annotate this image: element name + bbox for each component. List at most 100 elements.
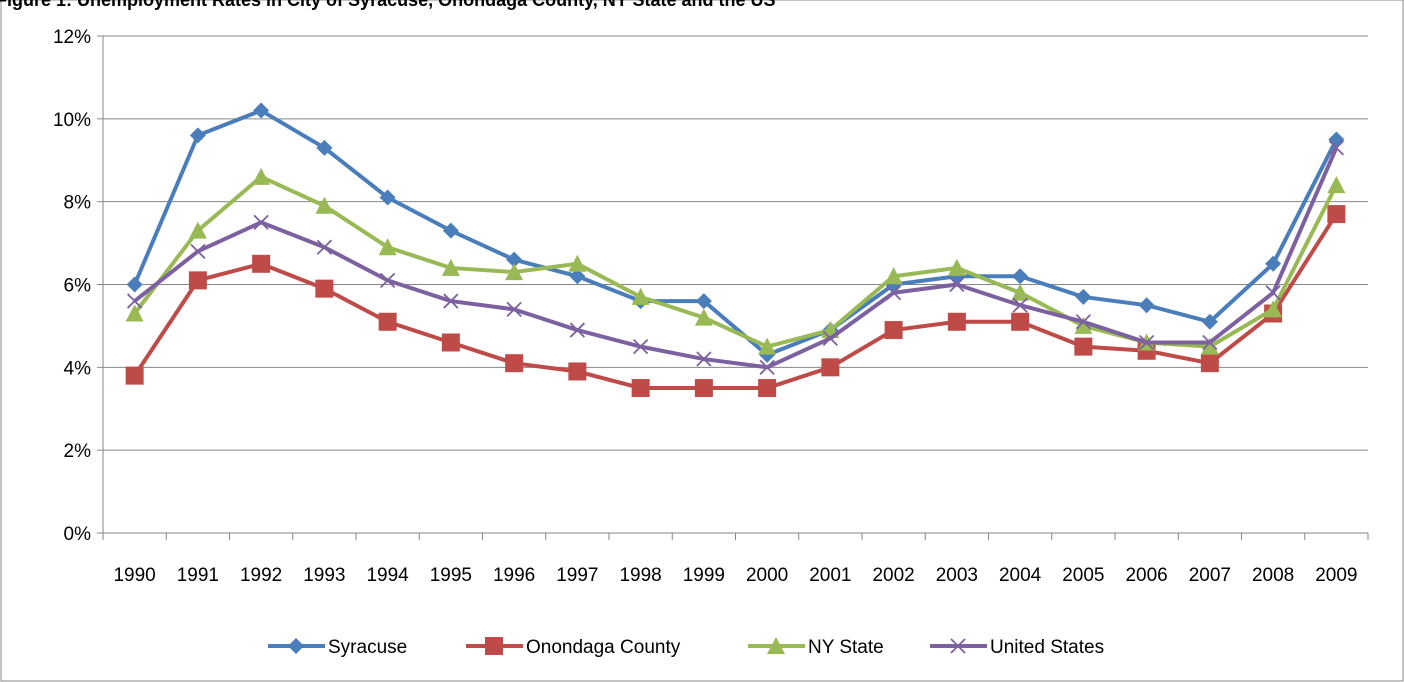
x-tick-label: 1998: [619, 565, 661, 586]
marker: [885, 285, 902, 301]
marker: [125, 366, 144, 385]
x-tick-label: 1995: [430, 565, 472, 586]
marker: [252, 167, 271, 185]
marker: [1328, 140, 1345, 156]
legend-label: Syracuse: [328, 637, 407, 658]
marker: [821, 358, 840, 377]
marker: [758, 337, 777, 355]
marker: [505, 263, 524, 281]
marker: [694, 379, 713, 398]
marker: [316, 239, 333, 255]
x-tick-label: 2005: [1062, 565, 1104, 586]
marker: [252, 254, 271, 273]
series-line: [132, 108, 1339, 357]
marker: [1011, 312, 1030, 331]
x-tick-label: 2007: [1189, 565, 1231, 586]
legend-marker: [767, 637, 785, 654]
marker: [1200, 354, 1219, 373]
marker: [568, 362, 587, 381]
x-tick-label: 2006: [1125, 565, 1167, 586]
marker: [1201, 313, 1218, 330]
x-tick-label: 2008: [1252, 565, 1294, 586]
legend-label: NY State: [808, 637, 884, 658]
x-tick-label: 1994: [366, 565, 409, 586]
marker: [569, 322, 586, 338]
y-tick-label: 0%: [64, 524, 92, 545]
marker: [441, 258, 460, 276]
y-tick-label: 2%: [64, 441, 92, 462]
marker: [569, 268, 586, 285]
marker: [695, 293, 712, 310]
marker: [190, 243, 206, 260]
marker: [1012, 268, 1029, 285]
x-tick-label: 2002: [872, 565, 914, 586]
legend-label: Onondaga County: [526, 637, 681, 658]
marker: [316, 139, 333, 156]
marker: [188, 221, 207, 239]
marker: [125, 304, 144, 322]
x-tick-label: 2000: [746, 565, 788, 586]
marker: [949, 276, 965, 293]
x-tick-label: 1992: [240, 565, 282, 586]
marker: [631, 379, 650, 398]
marker: [822, 330, 839, 346]
marker: [631, 287, 650, 305]
marker: [506, 251, 523, 268]
marker: [1011, 283, 1030, 301]
marker: [505, 354, 524, 373]
y-tick-label: 8%: [64, 193, 92, 214]
marker: [696, 351, 712, 367]
legend-marker: [288, 638, 304, 654]
y-tick-label: 4%: [64, 358, 92, 379]
legend-marker: [950, 638, 966, 654]
legend-label: United States: [990, 637, 1104, 658]
x-tick-label: 1999: [683, 565, 725, 586]
marker: [1265, 255, 1282, 272]
x-tick-label: 1991: [177, 565, 219, 586]
marker: [378, 312, 397, 331]
marker: [1074, 316, 1093, 334]
marker: [379, 189, 396, 206]
marker: [1264, 300, 1283, 318]
marker: [694, 308, 713, 326]
x-tick-label: 2003: [936, 565, 978, 586]
marker: [1074, 337, 1093, 356]
marker: [1138, 334, 1155, 351]
marker: [1265, 285, 1281, 301]
marker: [126, 276, 143, 293]
marker: [1202, 334, 1218, 351]
y-tick-label: 6%: [64, 276, 92, 297]
marker: [189, 127, 206, 144]
marker: [188, 271, 207, 290]
y-tick-label: 12%: [53, 27, 91, 48]
marker: [315, 196, 334, 214]
marker: [378, 238, 397, 256]
marker: [315, 279, 334, 298]
series-line: [132, 213, 1339, 391]
marker: [253, 102, 270, 119]
x-tick-label: 1993: [303, 565, 345, 586]
marker: [1075, 314, 1092, 330]
marker: [443, 293, 459, 309]
marker: [884, 267, 903, 285]
marker: [758, 379, 777, 398]
x-tick-label: 2009: [1315, 565, 1357, 586]
y-tick-label: 10%: [53, 110, 91, 131]
x-tick-label: 1997: [556, 565, 598, 586]
x-tick-label: 2001: [809, 565, 851, 586]
marker: [947, 258, 966, 276]
marker: [759, 359, 775, 375]
marker: [1075, 288, 1092, 305]
marker: [1327, 205, 1346, 224]
marker: [379, 272, 396, 288]
marker: [568, 254, 587, 272]
x-tick-label: 1996: [493, 565, 535, 586]
marker: [1200, 337, 1219, 355]
marker: [126, 293, 143, 309]
x-tick-label: 1990: [113, 565, 155, 586]
marker: [1327, 176, 1346, 194]
marker: [884, 321, 903, 340]
legend-marker: [485, 637, 503, 655]
marker: [1138, 297, 1155, 314]
